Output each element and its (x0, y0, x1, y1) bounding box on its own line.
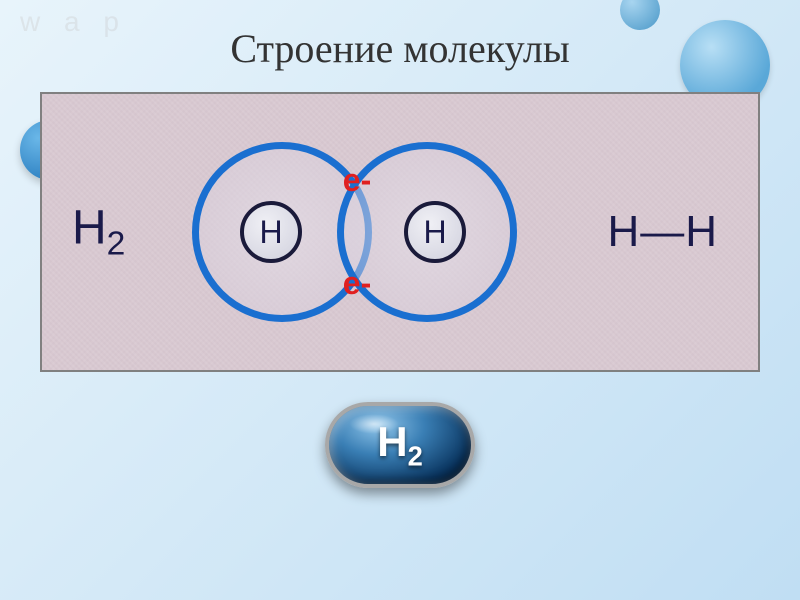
watermark-text: w a p (20, 6, 127, 38)
h2-badge-icon: H2 (325, 402, 475, 488)
shared-electron-bottom: e- (343, 265, 371, 302)
molecule-diagram: H2 H H e- e- H—H (40, 92, 760, 372)
shared-electron-top: e- (343, 162, 371, 199)
molecular-formula: H2 (72, 201, 125, 264)
badge-container: H2 (0, 402, 800, 488)
hydrogen-nucleus-left: H (240, 201, 302, 263)
badge-subscript: 2 (408, 440, 423, 471)
formula-subscript: 2 (107, 225, 126, 262)
badge-text: H2 (377, 418, 423, 472)
badge-h: H (377, 418, 407, 465)
orbital-overlap-diagram: H H e- e- (192, 132, 522, 332)
structural-formula: H—H (607, 207, 718, 257)
hydrogen-nucleus-right: H (404, 201, 466, 263)
formula-h: H (72, 202, 107, 255)
